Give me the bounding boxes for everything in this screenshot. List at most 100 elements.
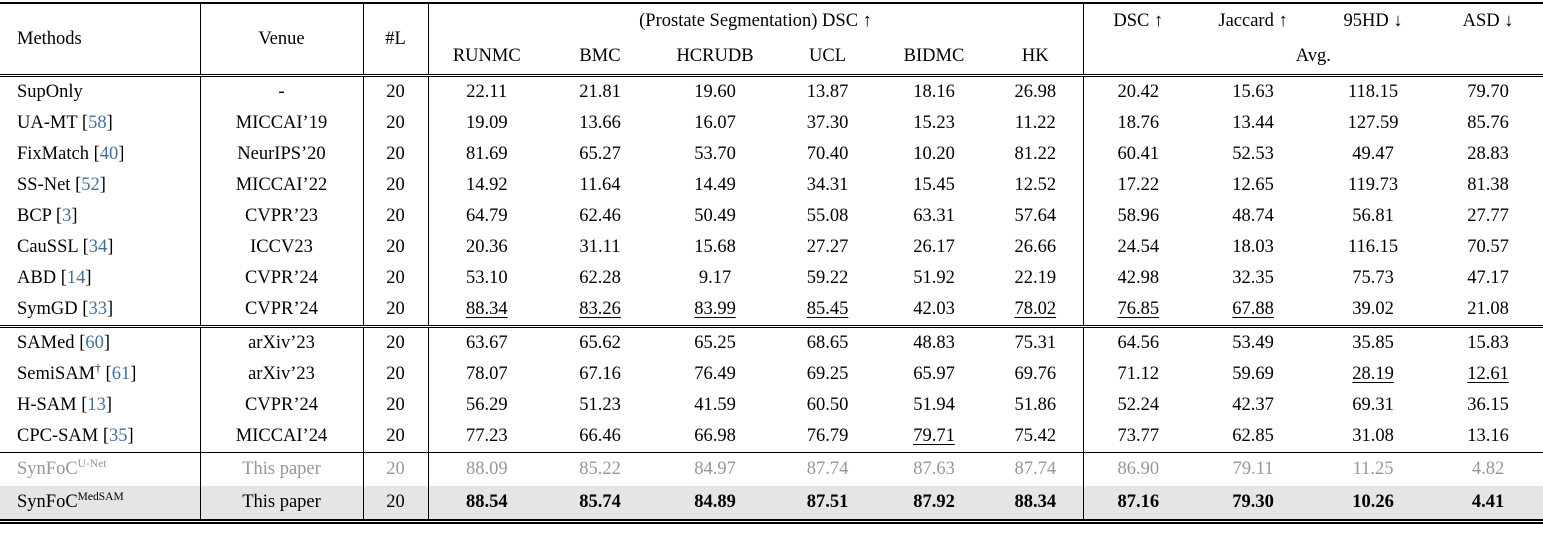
metric-value: 31.08 (1352, 426, 1394, 446)
value-cell: 64.79 (427, 201, 545, 232)
labeled-count-cell: 20 (362, 359, 428, 390)
value-cell: 118.15 (1313, 74, 1434, 108)
value-cell: 4.41 (1433, 486, 1543, 519)
value-cell: 62.85 (1193, 421, 1313, 453)
citation-link[interactable]: 3 (62, 206, 72, 226)
value-cell: 69.76 (988, 359, 1083, 390)
citation-link[interactable]: 61 (111, 364, 131, 384)
metric-value: 88.54 (465, 492, 508, 512)
value-cell: 67.88 (1193, 294, 1313, 327)
metric-value: 65.27 (579, 144, 621, 164)
metric-value: 62.28 (579, 268, 621, 288)
metric-value: 55.08 (806, 206, 849, 226)
metric-value: 73.77 (1117, 426, 1160, 446)
method-cell: UA-MT [58] (17, 113, 113, 133)
value-cell: 51.92 (880, 263, 988, 294)
citation-link[interactable]: 14 (66, 268, 86, 288)
col-header-avg-jaccard: Jaccard ↑ (1218, 11, 1288, 31)
metric-value: 63.31 (913, 206, 955, 226)
value-cell: 79.71 (880, 421, 988, 453)
value-cell: 10.26 (1313, 486, 1434, 519)
metric-value: 85.74 (579, 492, 621, 512)
metric-value: 63.67 (465, 333, 508, 353)
method-cell: FixMatch [40] (17, 144, 125, 164)
value-cell: 85.74 (545, 486, 655, 519)
citation-link[interactable]: 33 (88, 299, 107, 319)
method-superscript: † (95, 362, 101, 375)
value-cell: 88.34 (427, 294, 545, 327)
group-header-prostate-dsc: (Prostate Segmentation) DSC ↑ (427, 4, 1084, 39)
value-cell: 28.83 (1433, 139, 1543, 170)
method-name: FixMatch (17, 144, 89, 164)
metric-value: 9.17 (698, 268, 732, 288)
metric-value: 27.27 (806, 237, 849, 257)
value-cell: 56.81 (1313, 201, 1433, 232)
method-name: SynFoC (17, 492, 78, 512)
value-cell: 32.35 (1193, 263, 1313, 294)
value-cell: 69.31 (1313, 390, 1433, 421)
value-cell: 86.90 (1082, 452, 1194, 486)
metric-value: 60.50 (806, 395, 849, 415)
metric-value: 18.03 (1232, 237, 1274, 257)
value-cell: 59.69 (1193, 359, 1313, 390)
citation-link[interactable]: 34 (88, 237, 108, 257)
metric-value: 41.59 (694, 395, 736, 415)
metric-value: 26.98 (1014, 82, 1057, 102)
labeled-count-cell: 20 (362, 170, 428, 201)
value-cell: 15.23 (880, 108, 988, 139)
value-cell: 19.60 (655, 74, 775, 108)
value-cell: 13.66 (545, 108, 655, 139)
method-name: SemiSAM (17, 364, 96, 384)
value-cell: 88.34 (988, 486, 1084, 519)
citation-link[interactable]: 58 (88, 113, 107, 133)
metric-value: 22.19 (1014, 268, 1057, 288)
value-cell: 65.27 (545, 139, 655, 170)
metric-value: 13.87 (806, 82, 849, 102)
metric-value: 75.42 (1014, 426, 1057, 446)
metric-value: 60.41 (1117, 144, 1160, 164)
value-cell: 87.63 (880, 452, 988, 486)
value-cell: 85.22 (545, 452, 655, 486)
metric-value: 66.98 (694, 426, 736, 446)
method-name: ABD (17, 268, 57, 288)
value-cell: 85.76 (1433, 108, 1543, 139)
value-cell: 42.98 (1082, 263, 1194, 294)
value-cell: 11.22 (988, 108, 1083, 139)
metric-value: 28.83 (1467, 144, 1509, 164)
value-cell: 13.44 (1193, 108, 1313, 139)
labeled-count-cell: 20 (362, 390, 428, 421)
value-cell: 37.30 (775, 108, 880, 139)
metric-value: 14.92 (465, 175, 508, 195)
venue-cell: This paper (199, 452, 363, 486)
citation-link[interactable]: 60 (85, 333, 104, 353)
citation-link[interactable]: 35 (109, 426, 128, 446)
metric-value: 28.19 (1352, 364, 1394, 384)
value-cell: 60.50 (775, 390, 880, 421)
metric-value: 86.90 (1117, 459, 1160, 479)
venue-cell: MICCAI’24 (199, 421, 363, 453)
metric-value: 47.17 (1467, 268, 1509, 288)
labeled-count-cell: 20 (362, 74, 428, 108)
citation-link[interactable]: 40 (99, 144, 119, 164)
metric-value: 76.79 (806, 426, 849, 446)
value-cell: 116.15 (1313, 232, 1433, 263)
metric-value: 32.35 (1232, 268, 1274, 288)
metric-value: 87.74 (806, 459, 849, 479)
labeled-count-cell: 20 (362, 294, 428, 327)
table-row-symgd: SymGD [33] CVPR’24 20 88.34 83.26 83.99 85.45 4… (0, 294, 1543, 327)
metric-value: 26.66 (1014, 237, 1057, 257)
metric-value: 119.73 (1347, 175, 1399, 195)
metric-value: 31.11 (579, 237, 621, 257)
method-superscript: MedSAM (77, 490, 124, 503)
value-cell: 14.92 (427, 170, 545, 201)
metric-value: 78.02 (1014, 299, 1057, 319)
citation-link[interactable]: 52 (81, 175, 100, 195)
metric-value: 69.76 (1014, 364, 1057, 384)
col-header-avg-asd: ASD ↓ (1462, 11, 1514, 31)
col-header-ucl: UCL (809, 46, 846, 66)
citation-link[interactable]: 13 (87, 395, 106, 415)
value-cell: 81.22 (988, 139, 1083, 170)
table-row-caussl: CauSSL [34] ICCV23 20 20.36 31.11 15.68 27.27 2… (0, 232, 1543, 263)
value-cell: 12.52 (988, 170, 1083, 201)
metric-value: 53.10 (465, 268, 508, 288)
